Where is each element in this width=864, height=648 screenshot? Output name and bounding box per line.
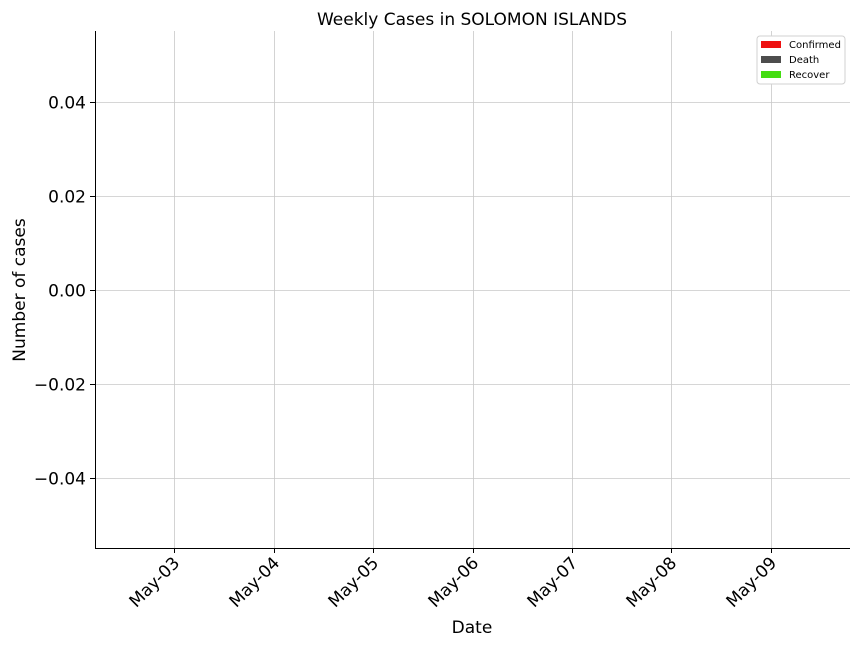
x-tick-label: May-06 [425, 553, 483, 611]
chart-title: Weekly Cases in SOLOMON ISLANDS [317, 10, 627, 30]
x-tick-label: May-08 [623, 553, 681, 611]
legend-label-death: Death [789, 55, 819, 66]
y-tick-label: 0.02 [48, 188, 86, 208]
x-axis-label: Date [452, 618, 493, 638]
legend-label-recover: Recover [789, 70, 830, 81]
legend-swatch-death [761, 56, 781, 63]
legend-swatch-recover [761, 71, 781, 78]
x-tick-label: May-09 [723, 553, 781, 611]
y-ticks: −0.04 −0.02 0.00 0.02 0.04 [34, 94, 95, 490]
y-tick-label: 0.00 [48, 282, 86, 302]
legend-swatch-confirmed [761, 41, 781, 48]
x-tick-label: May-03 [126, 553, 184, 611]
x-tick-label: May-05 [325, 553, 383, 611]
y-axis-label: Number of cases [10, 218, 30, 362]
grid [95, 31, 850, 548]
x-ticks: May-03 May-04 May-05 May-06 May-07 May-08 May-… [126, 548, 781, 612]
axes [95, 31, 850, 549]
legend: Confirmed Death Recover [756, 35, 846, 85]
x-tick-label: May-07 [524, 553, 582, 611]
legend-label-confirmed: Confirmed [789, 40, 841, 51]
y-tick-label: 0.04 [48, 94, 86, 114]
y-tick-label: −0.04 [34, 470, 86, 490]
x-tick-label: May-04 [226, 553, 284, 611]
y-tick-label: −0.02 [34, 376, 86, 396]
